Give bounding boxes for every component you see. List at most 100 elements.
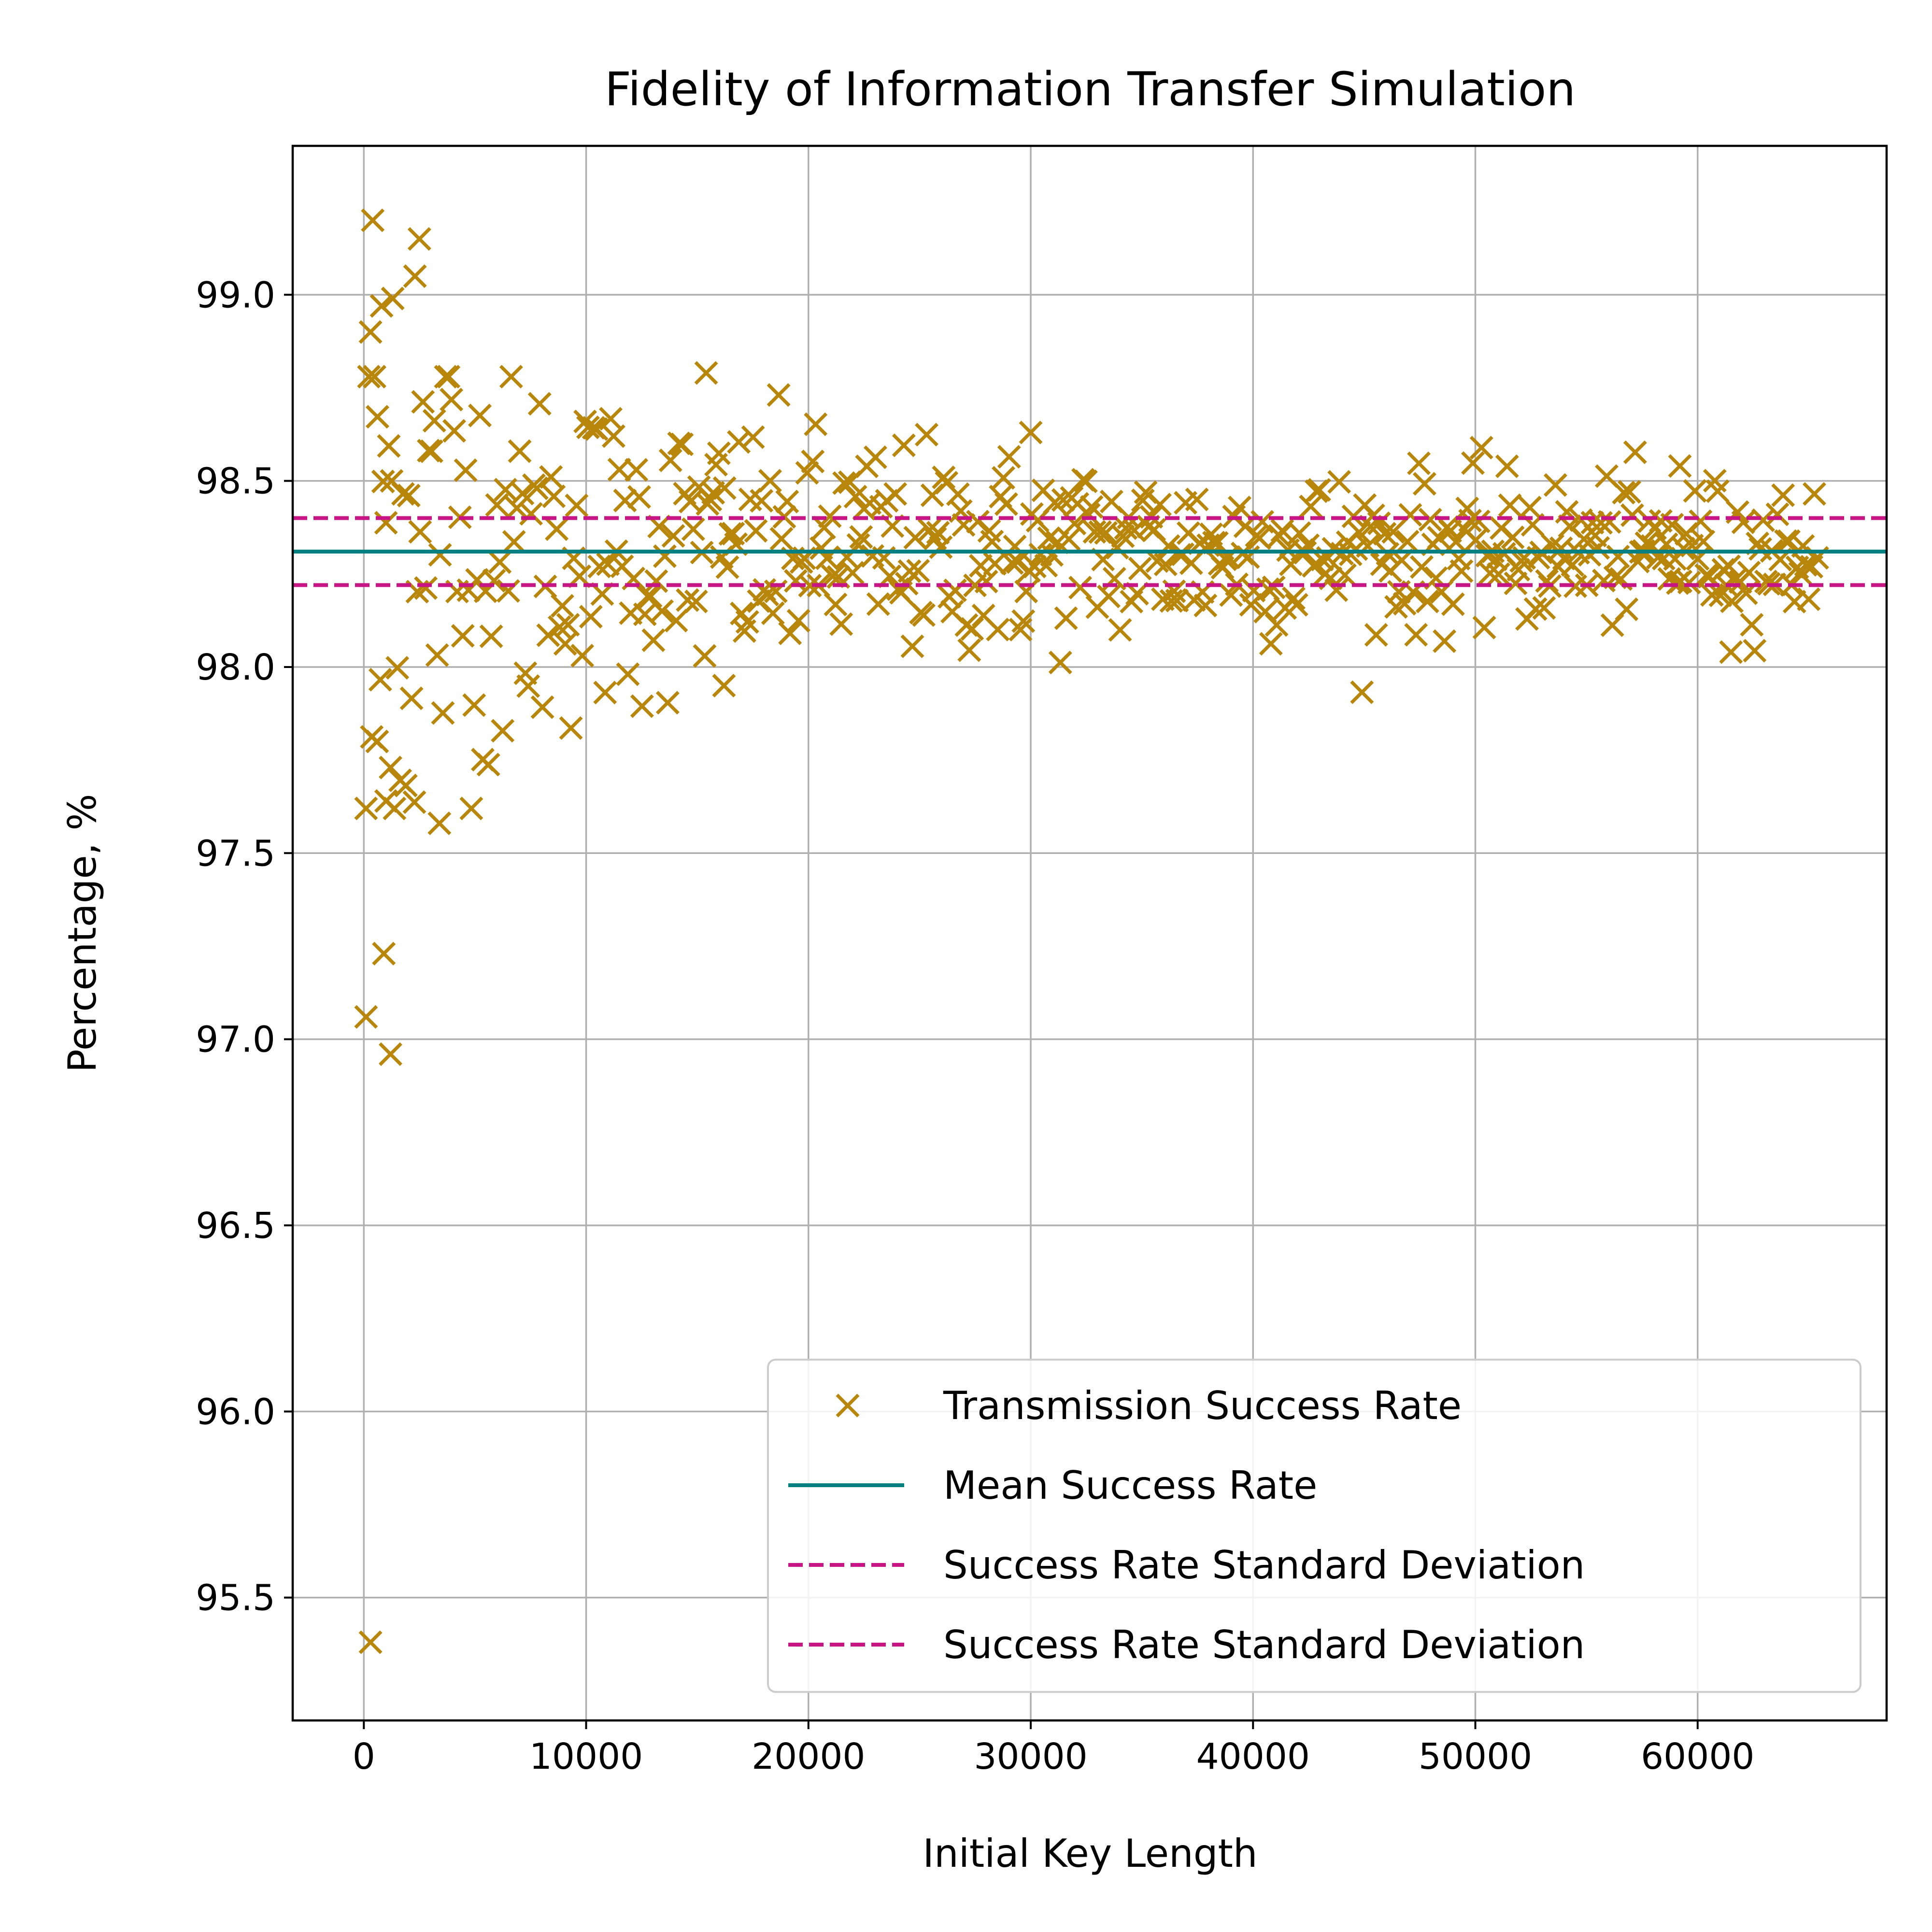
- data-point-x-marker: [684, 589, 708, 613]
- data-point-x-marker: [986, 617, 1010, 641]
- data-point-x-marker: [368, 668, 392, 692]
- data-point-x-marker: [570, 643, 595, 668]
- data-point-x-marker: [358, 1630, 383, 1654]
- data-point-x-marker: [658, 448, 682, 472]
- data-point-x-marker: [1006, 550, 1030, 574]
- data-point-x-marker: [1803, 482, 1826, 506]
- data-point-x-marker: [1561, 553, 1585, 577]
- data-point-x-marker: [408, 520, 432, 544]
- data-point-x-marker: [403, 264, 427, 288]
- data-point-x-marker: [1606, 544, 1630, 568]
- data-point-x-marker: [750, 489, 774, 513]
- data-point-x-marker: [427, 811, 452, 836]
- data-point-x-marker: [414, 576, 438, 600]
- y-tick-label: 96.0: [196, 1391, 275, 1433]
- data-point-x-marker: [1777, 529, 1801, 553]
- data-point-x-marker: [1615, 597, 1639, 621]
- legend-label: Success Rate Standard Deviation: [943, 1622, 1585, 1667]
- data-point-x-marker: [454, 458, 478, 483]
- data-point-x-marker: [1395, 529, 1420, 554]
- data-point-x-marker: [379, 1042, 402, 1066]
- data-point-x-marker: [892, 433, 916, 457]
- y-tick-label: 96.5: [196, 1205, 275, 1247]
- data-point-x-marker: [1501, 526, 1525, 550]
- data-point-x-marker: [1765, 502, 1790, 526]
- x-axis-label: Initial Key Length: [923, 1831, 1257, 1876]
- data-point-x-marker: [1478, 561, 1502, 585]
- data-point-x-marker: [1307, 478, 1331, 502]
- data-point-x-marker: [639, 584, 663, 609]
- data-point-x-marker: [485, 493, 509, 517]
- data-point-x-marker: [545, 517, 569, 541]
- data-point-x-marker: [354, 796, 378, 821]
- data-point-x-marker: [1740, 613, 1764, 637]
- legend-entries: Transmission Success Rate Mean Success Ra…: [788, 1383, 1585, 1667]
- data-point-x-marker: [434, 365, 458, 389]
- data-point-x-marker: [1719, 640, 1743, 664]
- data-point-x-marker: [476, 753, 500, 777]
- data-point-x-marker: [374, 511, 398, 535]
- data-point-x-marker: [786, 609, 810, 633]
- data-point-x-marker: [627, 485, 651, 509]
- data-point-x-marker: [1256, 577, 1280, 601]
- data-point-x-marker: [616, 662, 640, 686]
- data-point-x-marker: [361, 208, 385, 232]
- data-point-x-marker: [459, 796, 483, 821]
- data-point-x-marker: [1009, 618, 1033, 642]
- data-point-x-marker: [1054, 606, 1078, 630]
- data-point-x-marker: [900, 634, 924, 658]
- data-point-x-marker: [1586, 536, 1610, 560]
- y-tick-label: 98.0: [196, 647, 275, 688]
- data-point-x-marker: [1461, 451, 1485, 475]
- grid: [293, 146, 1887, 1720]
- data-point-x-marker: [1689, 509, 1713, 533]
- plot-frame: [291, 144, 1888, 1722]
- data-point-x-marker: [1259, 632, 1283, 656]
- data-point-x-marker: [653, 544, 677, 568]
- data-point-x-marker: [883, 482, 908, 506]
- data-point-x-marker: [358, 320, 383, 344]
- data-point-x-marker: [1392, 592, 1417, 616]
- data-point-x-marker: [422, 409, 446, 433]
- data-point-x-marker: [812, 515, 836, 540]
- data-point-x-marker: [778, 621, 802, 645]
- data-point-x-marker: [1677, 570, 1701, 595]
- data-point-x-marker: [694, 361, 718, 385]
- data-point-x-marker: [505, 496, 529, 520]
- data-point-x-marker: [1620, 503, 1644, 527]
- data-point-x-marker: [906, 559, 930, 583]
- legend-marker-scatter: [836, 1393, 860, 1418]
- data-point-x-marker: [1415, 589, 1439, 613]
- y-axis-ticks: 95.5 96.0 96.5 97.0 97.5 98.0 98.5 99.0: [196, 274, 293, 1619]
- data-point-x-marker: [1797, 587, 1821, 611]
- y-tick-label: 95.5: [196, 1577, 275, 1619]
- data-point-x-marker: [997, 445, 1021, 469]
- reference-lines: [293, 516, 1887, 587]
- data-point-x-marker: [1028, 542, 1052, 567]
- data-point-x-marker: [693, 644, 717, 668]
- data-point-x-marker: [1705, 479, 1730, 503]
- data-point-x-marker: [399, 686, 424, 710]
- data-point-x-marker: [1731, 510, 1755, 534]
- data-point-x-marker: [1327, 470, 1351, 494]
- data-point-x-marker: [488, 550, 512, 574]
- data-point-x-marker: [735, 610, 759, 634]
- data-point-x-marker: [681, 517, 705, 541]
- data-point-x-marker: [1495, 454, 1519, 478]
- data-point-x-marker: [1051, 488, 1075, 512]
- x-axis-ticks: 0 10000 20000 30000 40000 50000 60000: [353, 1720, 1754, 1777]
- data-point-x-marker: [670, 432, 694, 456]
- x-tick-label: 20000: [752, 1736, 865, 1777]
- data-point-x-marker: [1771, 483, 1795, 507]
- data-point-x-marker: [371, 469, 395, 494]
- data-point-x-marker: [767, 383, 791, 407]
- data-point-x-marker: [1463, 528, 1488, 552]
- data-point-x-marker: [980, 529, 1004, 554]
- data-point-x-marker: [992, 466, 1015, 490]
- data-point-x-marker: [824, 592, 848, 616]
- data-point-x-marker: [397, 483, 421, 508]
- data-point-x-marker: [1737, 560, 1761, 584]
- legend: Transmission Success Rate Mean Success Ra…: [767, 1359, 1861, 1693]
- data-point-x-marker: [994, 492, 1018, 516]
- data-point-x-marker: [804, 412, 828, 436]
